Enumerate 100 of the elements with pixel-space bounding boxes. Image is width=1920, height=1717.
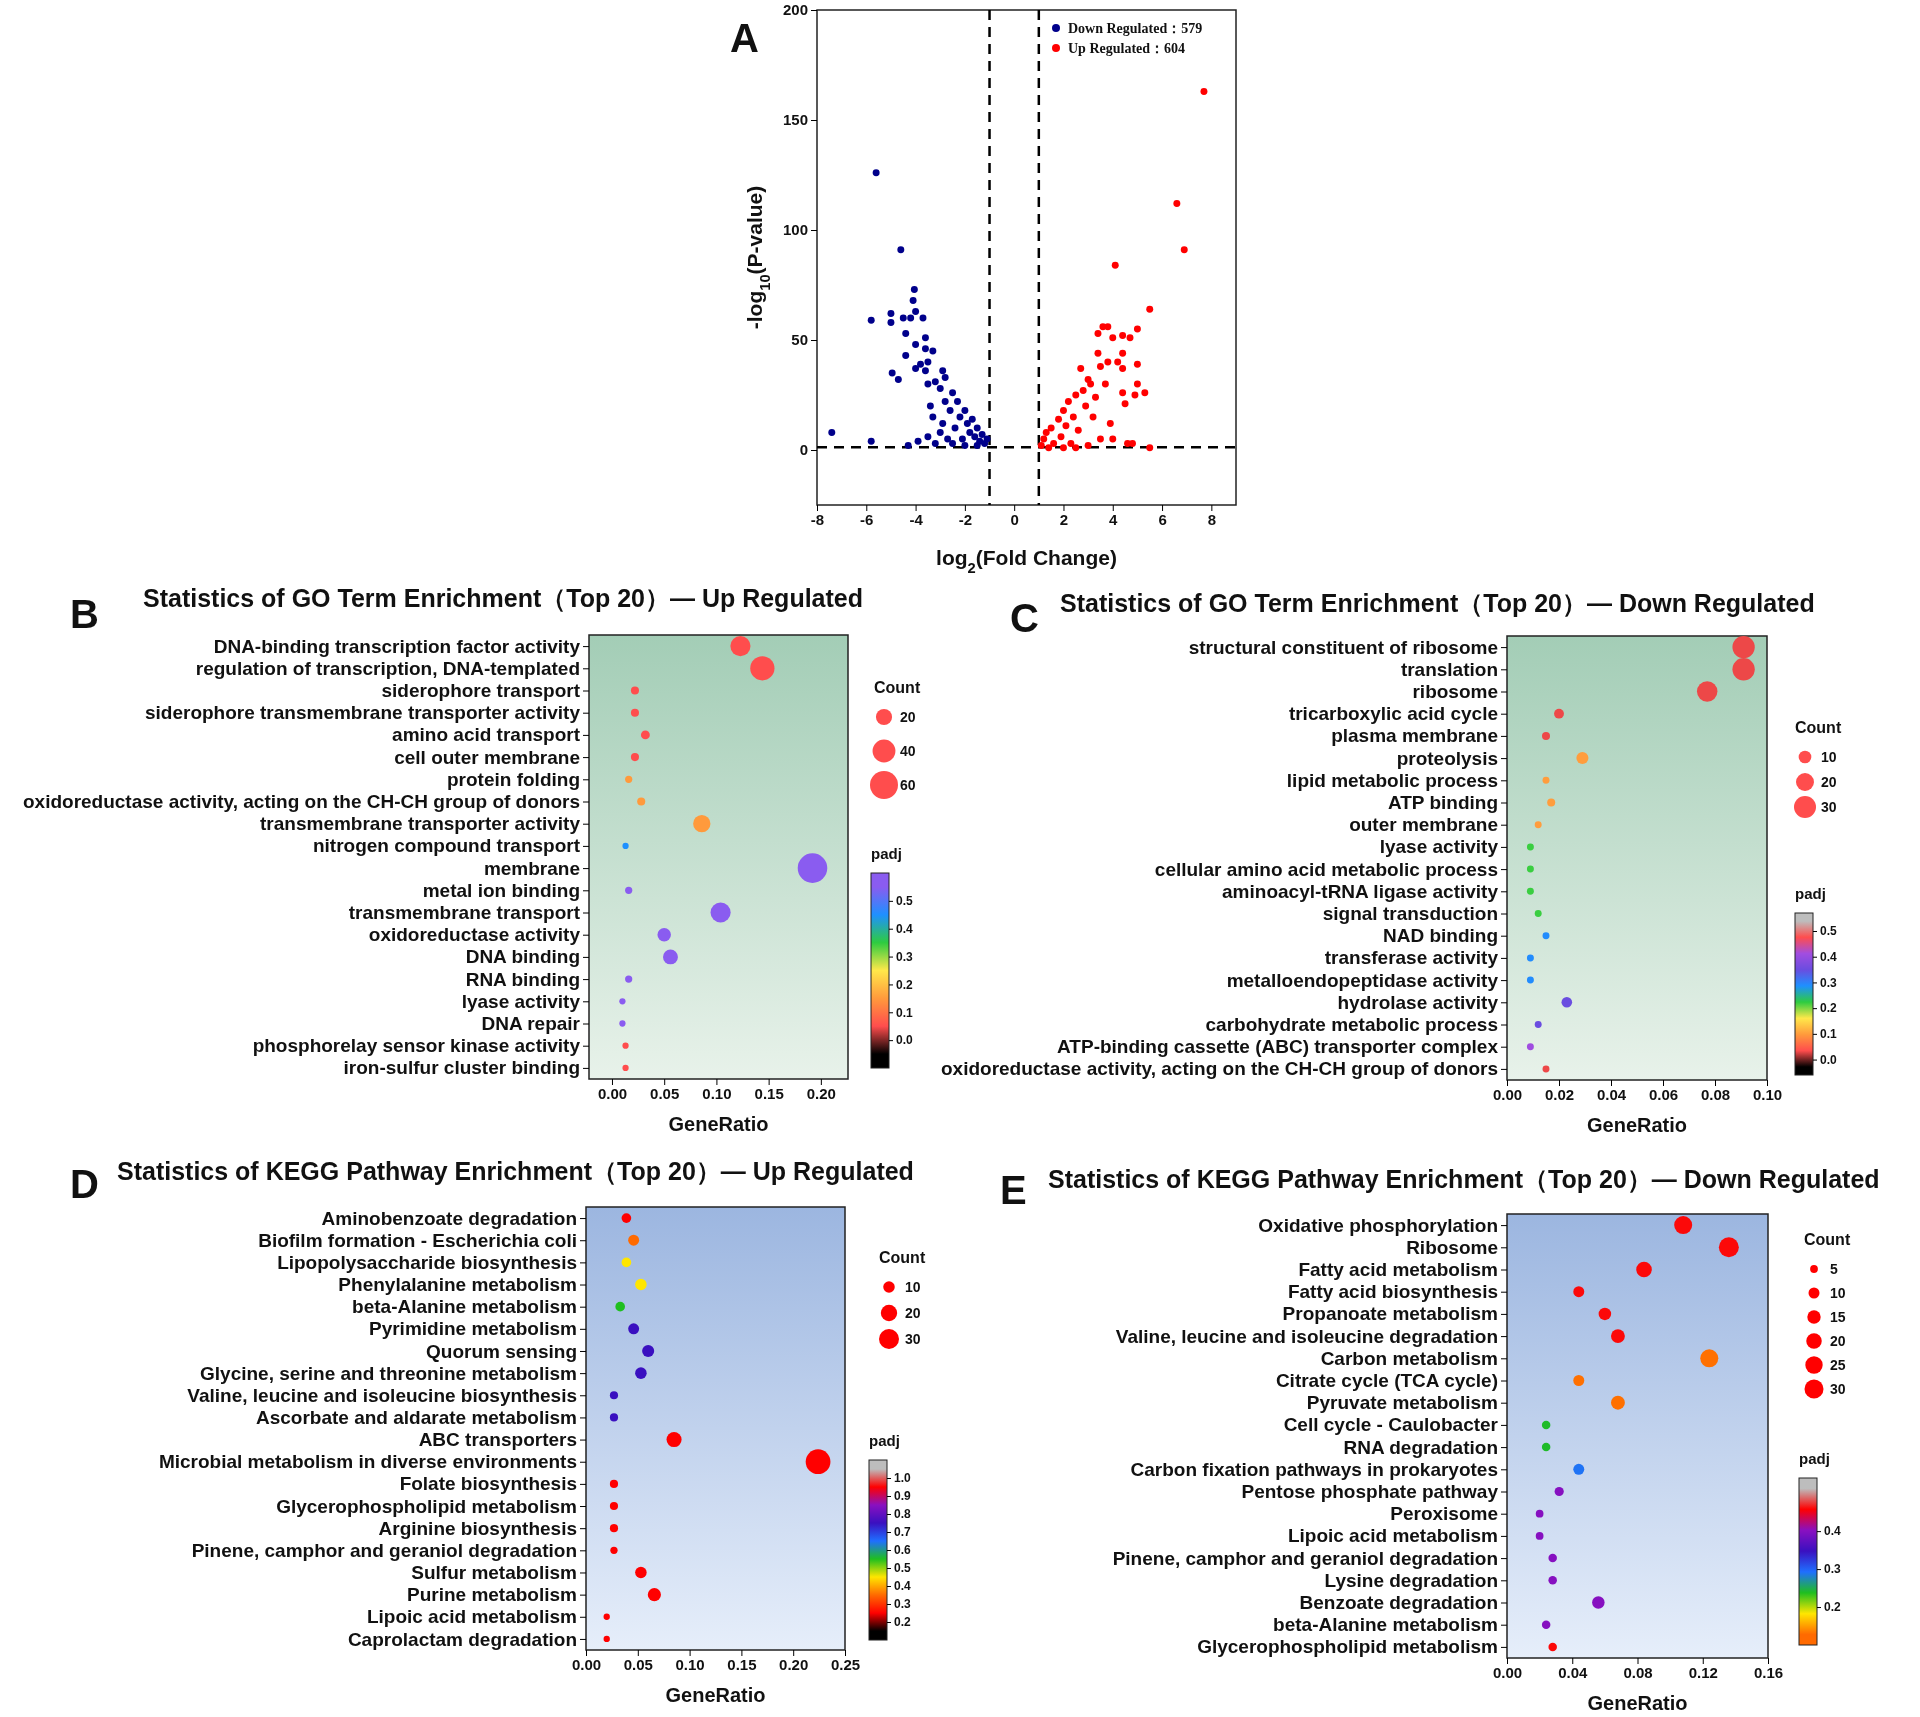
point	[926, 402, 934, 410]
legend-label: 10	[905, 1279, 921, 1295]
legend-label: 20	[905, 1305, 921, 1321]
color-bar-label: 0.9	[894, 1489, 912, 1504]
point	[1050, 439, 1058, 447]
point	[912, 365, 920, 373]
point	[1072, 391, 1080, 399]
y-tick-label: Cell cycle - Caulobacter	[1283, 1414, 1499, 1436]
point	[1079, 387, 1087, 395]
color-bar-label: 0.6	[894, 1543, 912, 1558]
legend-title: Count	[1795, 719, 1842, 736]
legend-label: 25	[1830, 1357, 1846, 1373]
y-tick-label: transmembrane transport	[348, 902, 581, 924]
legend-label: 10	[1830, 1285, 1846, 1301]
x-axis-title: GeneRatio	[668, 1113, 769, 1135]
x-tick-label: 0.10	[1752, 1085, 1783, 1103]
point	[1119, 389, 1127, 397]
y-tick-label: nitrogen compound transport	[312, 835, 581, 857]
y-tick-label: Aminobenzoate degradation	[321, 1207, 577, 1229]
point	[1087, 380, 1095, 388]
color-bar-label: 0.1	[1820, 1027, 1838, 1042]
y-tick-label: carbohydrate metabolic process	[1205, 1014, 1498, 1036]
x-tick-label: 0.04	[1596, 1085, 1627, 1103]
point	[944, 435, 952, 443]
y-tick-label: DNA-binding transcription factor activity	[213, 635, 581, 657]
y-tick-label: Ribosome	[1406, 1236, 1498, 1258]
y-tick-label: ATP-binding cassette (ABC) transporter complex	[1057, 1036, 1499, 1058]
y-tick-label: Glycine, serine and threonine metabolism	[200, 1362, 577, 1384]
x-tick-label: 6	[1158, 510, 1167, 528]
point	[910, 285, 918, 293]
point	[939, 367, 947, 375]
y-tick-label: Lysine degradation	[1324, 1569, 1498, 1591]
y-tick-label: DNA repair	[481, 1013, 581, 1035]
point	[887, 310, 895, 318]
color-bar-label: 0.0	[896, 1033, 914, 1048]
x-tick-label: 0	[1010, 510, 1019, 528]
y-tick-label: Pyruvate metabolism	[1306, 1392, 1498, 1414]
point	[1119, 349, 1127, 357]
point	[983, 435, 991, 443]
y-tick-label: protein folding	[447, 768, 580, 790]
y-tick-label: Lipopolysaccharide biosynthesis	[277, 1251, 577, 1273]
point	[941, 398, 949, 406]
y-tick-label: Citrate cycle (TCA cycle)	[1275, 1370, 1498, 1392]
point	[919, 314, 927, 322]
color-bar-label: 0.3	[1820, 975, 1838, 990]
x-tick-label: 0.00	[1492, 1085, 1523, 1103]
y-tick-label: Phenylalanine metabolism	[338, 1274, 577, 1296]
color-bar-label: 0.2	[894, 1615, 912, 1630]
y-tick-label: 50	[791, 331, 808, 349]
color-bar-title: padj	[1795, 885, 1826, 902]
color-bar-label: 1.0	[894, 1471, 912, 1486]
y-tick-label: NAD binding	[1382, 925, 1498, 947]
x-tick-label: 0.06	[1648, 1085, 1679, 1103]
legend-label: Down Regulated：579	[1068, 21, 1203, 36]
x-tick-label: 0.16	[1753, 1663, 1784, 1681]
y-tick-label: iron-sulfur cluster binding	[343, 1057, 580, 1079]
color-bar-label: 0.2	[1820, 1001, 1838, 1016]
point	[961, 442, 969, 450]
y-tick-label: aminoacyl-tRNA ligase activity	[1222, 880, 1499, 902]
legend-label: 10	[1821, 749, 1837, 765]
point	[978, 431, 986, 439]
y-tick-label: translation	[1400, 658, 1498, 680]
legend-label: 30	[1821, 799, 1837, 815]
y-tick-label: Valine, leucine and isoleucine degradation	[1115, 1325, 1498, 1347]
x-tick-label: 0.25	[830, 1655, 861, 1673]
point	[949, 439, 957, 447]
color-bar-label: 0.8	[894, 1507, 912, 1522]
y-tick-label: Caprolactam degradation	[347, 1628, 577, 1650]
y-tick-label: Pentose phosphate pathway	[1241, 1481, 1499, 1503]
point	[1059, 406, 1067, 414]
y-tick-label: 150	[782, 111, 808, 129]
x-axis-title: GeneRatio	[665, 1684, 766, 1706]
point	[924, 433, 932, 441]
point	[1109, 334, 1117, 342]
point	[921, 367, 929, 375]
color-bar-label: 0.5	[1820, 924, 1838, 939]
color-bar-label: 0.7	[894, 1525, 912, 1540]
legend-title: Count	[1804, 1231, 1851, 1248]
x-axis-title: log$_{2}$(Fold Change)	[936, 546, 1117, 576]
point	[1094, 349, 1102, 357]
point	[921, 345, 929, 353]
y-tick-label: membrane	[483, 857, 580, 879]
point	[1069, 413, 1077, 421]
point	[1131, 391, 1139, 399]
point	[931, 378, 939, 386]
text: A	[730, 16, 759, 60]
y-tick-label: amino acid transport	[392, 724, 581, 746]
y-tick-label: oxidoreductase activity, acting on the CH-CH group of donors	[940, 1058, 1498, 1080]
y-tick-label: siderophore transport	[381, 680, 581, 702]
point	[897, 246, 905, 254]
point	[963, 420, 971, 428]
point	[907, 314, 915, 322]
point	[899, 314, 907, 322]
point	[888, 369, 896, 377]
color-bar-label: 0.1	[896, 1005, 914, 1020]
y-tick-label: lyase activity	[461, 990, 581, 1012]
color-bar-label: 0.0	[1820, 1052, 1838, 1067]
point	[902, 329, 910, 337]
point	[1121, 400, 1129, 408]
point	[1047, 424, 1055, 432]
